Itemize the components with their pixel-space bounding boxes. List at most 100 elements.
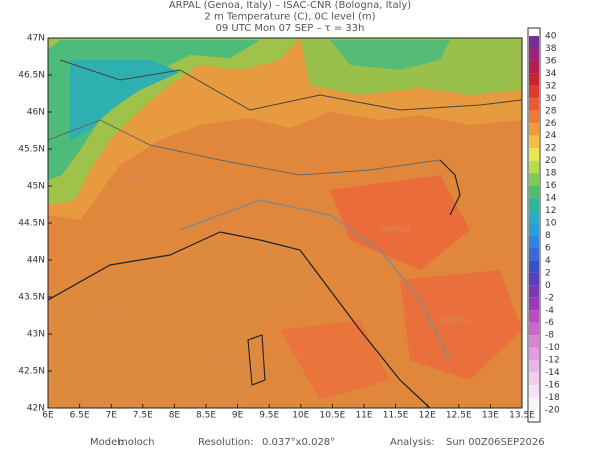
colorbar-label: 6	[545, 243, 551, 253]
lon-label: 10E	[292, 411, 309, 421]
colorbar-label: 10	[545, 219, 557, 229]
watermark: ARPAL	[300, 146, 333, 156]
watermark: ARPAL	[120, 176, 153, 186]
lon-label: 9E	[232, 411, 244, 421]
lon-label: 11.5E	[383, 411, 409, 421]
map	[48, 38, 522, 408]
colorbar-label: -18	[545, 393, 560, 403]
colorbar-swatch	[529, 260, 539, 273]
lon-label: 9.5E	[259, 411, 279, 421]
watermark: ARPAL	[380, 226, 413, 236]
header-line: 09 UTC Mon 07 SEP – τ = 33h	[216, 23, 365, 34]
lat-label: 45N	[27, 182, 45, 192]
colorbar-label: 40	[545, 32, 557, 42]
colorbar-label: 18	[545, 169, 557, 179]
colorbar-swatch	[529, 297, 539, 311]
colorbar-label: 38	[545, 44, 557, 54]
lon-label: 13.5E	[509, 411, 535, 421]
colorbar-swatch	[529, 48, 539, 61]
colorbar-swatch	[529, 198, 539, 211]
colorbar-swatch	[529, 60, 539, 74]
lon-label: 7.5E	[133, 411, 153, 421]
colorbar-swatch	[529, 73, 539, 86]
colorbar-label: 26	[545, 119, 557, 129]
colorbar-label: 36	[545, 56, 557, 66]
footer-text: moloch	[118, 437, 155, 448]
lat-label: 46.5N	[18, 71, 45, 81]
header-line: ARPAL (Genoa, Italy) – ISAC-CNR (Bologna…	[169, 0, 411, 11]
colorbar-label: -20	[545, 406, 560, 416]
colorbar-swatch	[529, 135, 539, 149]
colorbar-label: 32	[545, 81, 556, 91]
lon-label: 10.5E	[320, 411, 346, 421]
lat-label: 45.5N	[18, 145, 45, 155]
lat-label: 42.5N	[18, 367, 45, 377]
lon-label: 8.5E	[196, 411, 216, 421]
footer-text: Model:	[90, 437, 123, 448]
watermark: ARPAL	[90, 306, 123, 316]
lat-label: 46N	[27, 108, 45, 118]
footer-text: Analysis:	[390, 437, 435, 448]
lon-label: 12.5E	[446, 411, 472, 421]
colorbar-swatch	[529, 347, 539, 361]
lat-label: 44.5N	[18, 219, 45, 229]
colorbar-label: 22	[545, 144, 556, 154]
colorbar-frame	[527, 27, 541, 423]
lon-label: 6.5E	[70, 411, 90, 421]
colorbar-label: -2	[545, 293, 554, 303]
colorbar-label: 12	[545, 206, 556, 216]
colorbar-swatch	[529, 185, 539, 199]
colorbar-label: -14	[545, 368, 560, 378]
colorbar-swatch	[529, 36, 539, 49]
colorbar-label: -12	[545, 356, 560, 366]
colorbar-label: 8	[545, 231, 551, 241]
colorbar-label: 28	[545, 106, 557, 116]
colorbar-swatch	[529, 98, 539, 111]
lon-label: 6E	[42, 411, 54, 421]
footer-text: Sun 00Z06SEP2026	[446, 437, 545, 448]
colorbar-label: -16	[545, 381, 560, 391]
colorbar-label: -10	[545, 343, 560, 353]
watermark: ARPAL	[440, 316, 473, 326]
colorbar-label: 4	[545, 256, 551, 266]
colorbar-label: -8	[545, 331, 554, 341]
colorbar-label: -6	[545, 318, 554, 328]
colorbar-label: 16	[545, 181, 557, 191]
colorbar-label: 14	[545, 194, 557, 204]
lon-label: 13E	[482, 411, 499, 421]
colorbar-swatch	[529, 285, 539, 298]
colorbar-swatch	[529, 223, 539, 236]
colorbar-label: 0	[545, 281, 551, 291]
lat-label: 47N	[27, 34, 45, 44]
colorbar-swatch	[529, 360, 539, 373]
colorbar-swatch	[529, 235, 539, 248]
colorbar-label: 34	[545, 69, 557, 79]
colorbar-swatch	[529, 123, 539, 136]
lon-label: 7E	[105, 411, 117, 421]
colorbar-swatch	[529, 310, 539, 323]
colorbar-swatch	[529, 85, 539, 99]
lat-label: 44N	[27, 256, 45, 266]
colorbar-swatch	[529, 148, 539, 161]
colorbar-swatch	[529, 322, 539, 336]
colorbar-label: 2	[545, 268, 551, 278]
colorbar-swatch	[529, 397, 539, 410]
colorbar-label: 20	[545, 156, 557, 166]
footer-text: Resolution:	[198, 437, 254, 448]
lat-label: 42N	[27, 404, 45, 414]
lon-label: 8E	[169, 411, 181, 421]
header-line: 2 m Temperature (C), 0C level (m)	[204, 12, 375, 23]
lon-label: 12E	[419, 411, 436, 421]
colorbar-swatch	[529, 385, 539, 398]
colorbar-label: 30	[545, 94, 557, 104]
colorbar-swatch	[529, 372, 539, 386]
colorbar-swatch	[529, 272, 539, 286]
watermark: ARPAL	[210, 356, 243, 366]
lat-label: 43N	[27, 330, 45, 340]
colorbar-label: -4	[545, 306, 554, 316]
footer-text: 0.037°x0.028°	[262, 437, 335, 448]
colorbar-swatch	[529, 160, 539, 174]
colorbar-swatch	[529, 247, 539, 261]
colorbar-swatch	[529, 335, 539, 348]
